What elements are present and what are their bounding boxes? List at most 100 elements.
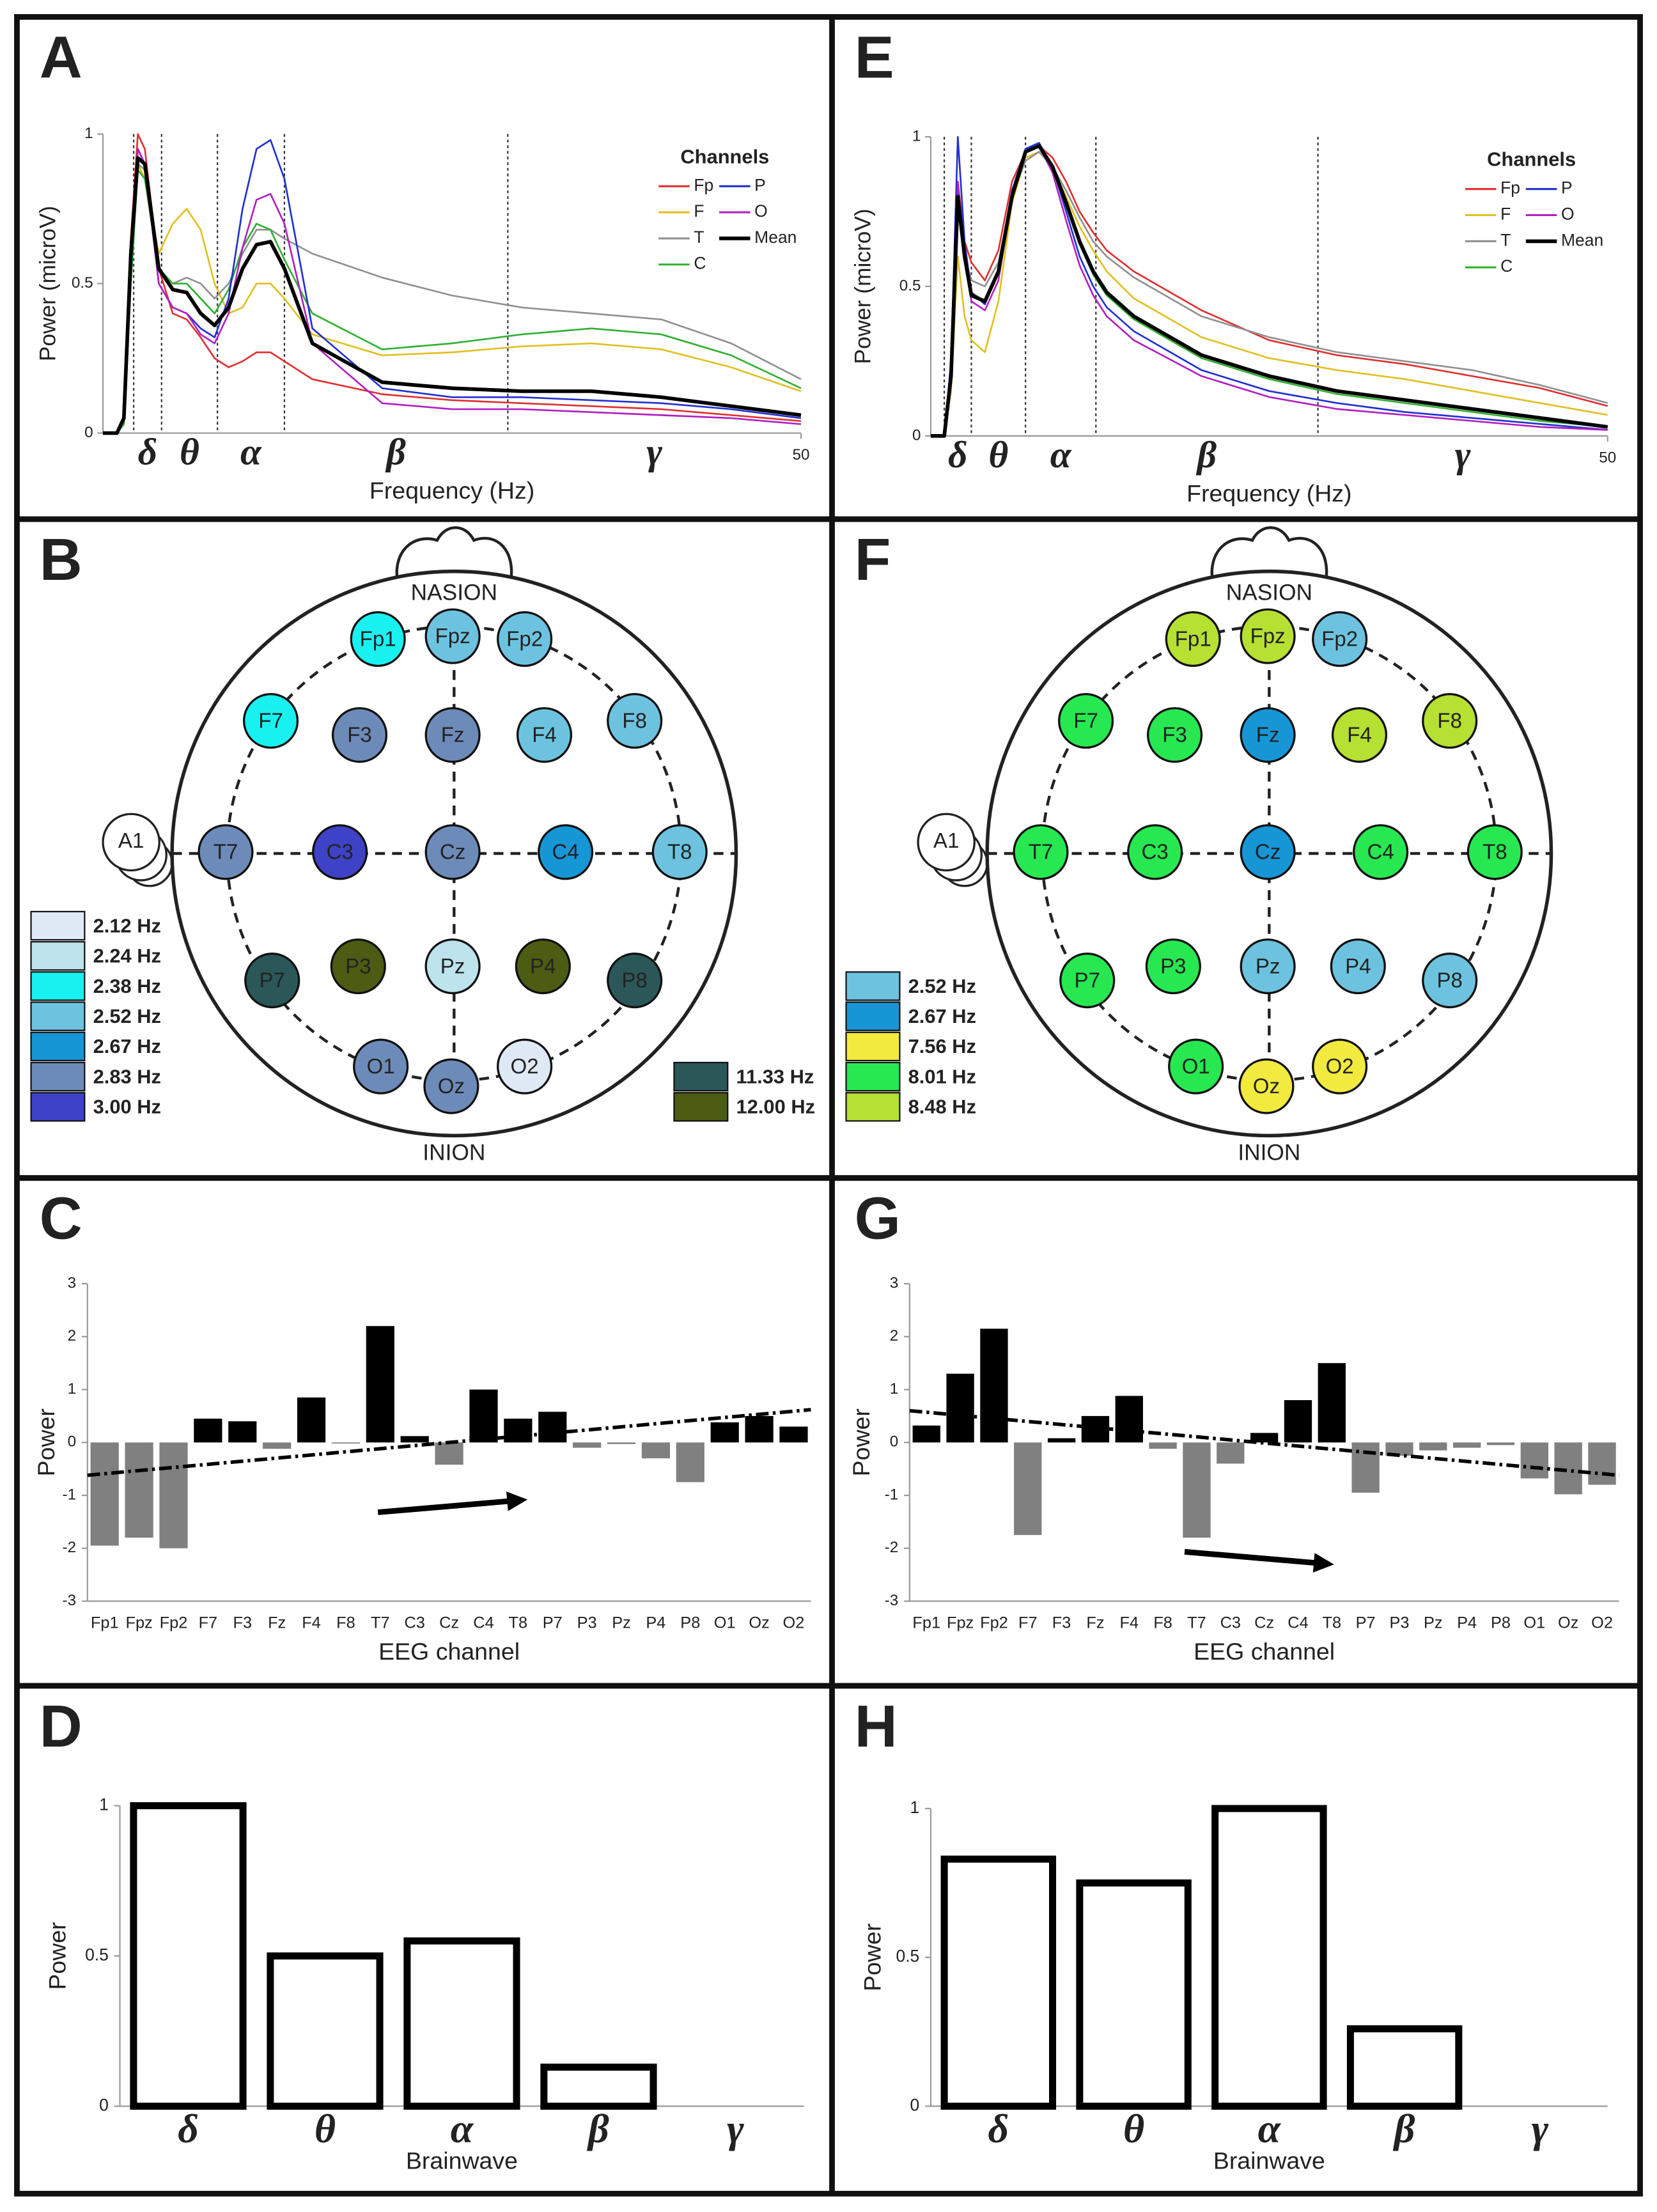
electrode bbox=[244, 953, 300, 1009]
legend-swatch bbox=[30, 910, 86, 941]
bar bbox=[779, 1426, 808, 1443]
x-axis-label: EEG channel bbox=[378, 1638, 520, 1665]
electrode bbox=[651, 824, 708, 880]
electrode-label: F3 bbox=[347, 724, 372, 747]
legend-label: Fp bbox=[694, 175, 713, 194]
band-label: θ bbox=[180, 430, 199, 472]
x-tick-label: O2 bbox=[783, 1614, 805, 1632]
series-line bbox=[103, 133, 802, 434]
legend-swatch bbox=[845, 971, 901, 1001]
bar bbox=[710, 1422, 739, 1443]
panel-letter: H bbox=[855, 1693, 898, 1759]
legend-label: 3.00 Hz bbox=[93, 1096, 161, 1118]
ear bbox=[102, 813, 160, 872]
bar bbox=[125, 1442, 153, 1538]
bar bbox=[540, 2063, 657, 2110]
x-tick-label: C3 bbox=[405, 1614, 425, 1632]
x-tick-label: α bbox=[1258, 2106, 1282, 2151]
legend-label: P bbox=[1561, 178, 1573, 198]
electrode bbox=[1240, 824, 1296, 880]
x-tick-label: P7 bbox=[543, 1614, 563, 1632]
x-tick-label: T7 bbox=[371, 1614, 390, 1632]
panel-letter: E bbox=[855, 24, 894, 91]
y-tick-label: 0 bbox=[68, 1433, 76, 1451]
bar bbox=[1385, 1442, 1413, 1456]
nasion-label: NASION bbox=[1226, 580, 1312, 605]
bar bbox=[1211, 1805, 1327, 2110]
panel: E 0 0.5 1 50 δ θ α β γ Channels Fp FTC PO Mean Frequenc… bbox=[851, 24, 1617, 507]
band-label: γ bbox=[646, 430, 662, 472]
electrode-label: P3 bbox=[345, 954, 371, 978]
nose bbox=[395, 526, 513, 583]
bar bbox=[1183, 1442, 1211, 1538]
bar bbox=[607, 1442, 636, 1444]
x-tick-label: Fpz bbox=[947, 1614, 974, 1632]
electrode-label: T8 bbox=[1482, 841, 1507, 864]
trend-line bbox=[909, 1408, 1619, 1477]
electrode bbox=[331, 707, 388, 763]
x-tick-label: Fp1 bbox=[91, 1614, 119, 1632]
legend-label: Mean bbox=[754, 228, 797, 247]
bar bbox=[130, 1802, 247, 2110]
bar bbox=[504, 1419, 533, 1443]
legend-title: Channels bbox=[680, 145, 769, 167]
legend-label: Mean bbox=[1561, 230, 1603, 249]
electrode bbox=[607, 693, 663, 749]
panel: H 0 0.5 1 δ θ α β γ Brainwave Power bbox=[855, 1693, 1608, 2174]
bar bbox=[1217, 1442, 1245, 1464]
band-label: γ bbox=[1455, 433, 1471, 476]
legend-label: P bbox=[754, 175, 766, 194]
legend-label: 8.48 Hz bbox=[908, 1096, 976, 1118]
y-tick-label: 0.5 bbox=[85, 1945, 109, 1964]
electrode-label: Cz bbox=[1255, 841, 1280, 864]
electrode-label: P4 bbox=[1345, 954, 1371, 978]
electrode bbox=[1353, 824, 1409, 880]
electrode bbox=[1013, 824, 1069, 880]
y-tick-label: 1 bbox=[912, 127, 921, 144]
x-tick-label: 50 bbox=[1599, 449, 1616, 467]
electrode-label: F3 bbox=[1162, 724, 1187, 747]
y-tick-label: 1 bbox=[68, 1380, 76, 1398]
electrode-label: P3 bbox=[1160, 954, 1186, 978]
x-tick-label: θ bbox=[1123, 2106, 1144, 2151]
panel-letter: G bbox=[855, 1185, 901, 1252]
arrow-head bbox=[1312, 1553, 1334, 1573]
electrode bbox=[312, 824, 368, 880]
x-tick-label: δ bbox=[178, 2106, 199, 2151]
band-label: θ bbox=[988, 433, 1008, 476]
electrode-label: F4 bbox=[532, 724, 557, 747]
panel-letter: D bbox=[40, 1693, 82, 1759]
bar bbox=[194, 1419, 222, 1443]
electrode bbox=[1127, 824, 1183, 880]
legend-swatch bbox=[673, 1061, 729, 1092]
electrode-label: Fp2 bbox=[1321, 628, 1358, 651]
bar bbox=[1318, 1363, 1346, 1443]
x-tick-label: Oz bbox=[1558, 1614, 1578, 1632]
legend-swatch bbox=[845, 1031, 901, 1062]
x-tick-label: P3 bbox=[577, 1614, 597, 1632]
electrode-label: O2 bbox=[511, 1055, 539, 1079]
x-tick-label: F4 bbox=[1119, 1614, 1139, 1632]
x-tick-label: γ bbox=[1532, 2106, 1549, 2151]
panel-letter: F bbox=[855, 526, 891, 593]
y-tick-label: -3 bbox=[885, 1592, 899, 1609]
electrode bbox=[423, 1058, 479, 1114]
electrode-label: P8 bbox=[1436, 969, 1462, 993]
legend-swatch bbox=[30, 1001, 86, 1031]
x-tick-label: C4 bbox=[1287, 1614, 1308, 1632]
legend-label: T bbox=[694, 228, 704, 247]
y-axis-label: Power bbox=[848, 1408, 875, 1476]
electrode-label: F7 bbox=[1073, 710, 1098, 733]
legend-label: Fp bbox=[1500, 178, 1520, 198]
bar bbox=[1014, 1442, 1042, 1536]
bar bbox=[469, 1389, 498, 1443]
electrode bbox=[350, 611, 406, 667]
legend-label: 2.52 Hz bbox=[93, 1005, 161, 1027]
electrode-label: T7 bbox=[214, 841, 238, 864]
y-tick-label: 0.5 bbox=[899, 277, 921, 294]
x-tick-label: F7 bbox=[199, 1614, 218, 1632]
electrode bbox=[330, 938, 386, 995]
x-axis-label: Brainwave bbox=[1213, 2147, 1325, 2174]
legend-label: 2.83 Hz bbox=[93, 1065, 161, 1087]
